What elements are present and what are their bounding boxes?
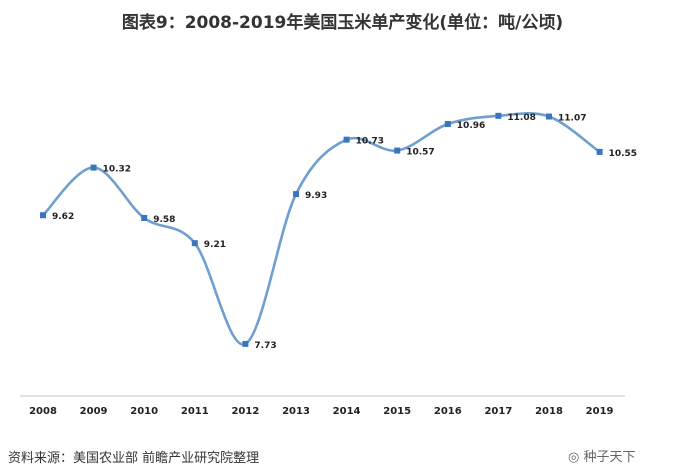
- data-point-2011: [191, 240, 198, 247]
- data-label-2016: 10.96: [457, 121, 485, 131]
- data-label-2014: 10.73: [356, 137, 384, 147]
- x-tick-label-2009: 2009: [80, 406, 108, 417]
- data-point-2015: [394, 147, 401, 154]
- x-tick-label-2011: 2011: [181, 406, 209, 417]
- data-label-2010: 9.58: [153, 215, 175, 225]
- x-tick-label-2014: 2014: [333, 406, 361, 417]
- data-point-2018: [546, 113, 552, 120]
- data-label-2008: 9.62: [52, 212, 74, 222]
- wechat-watermark: ◎ 种子天下: [568, 446, 636, 465]
- chart-title: 图表9：2008-2019年美国玉米单产变化(单位：吨/公顷): [121, 13, 564, 33]
- data-label-2013: 9.93: [305, 191, 327, 201]
- data-label-2012: 7.73: [254, 341, 276, 351]
- x-tick-label-2015: 2015: [383, 406, 411, 417]
- data-point-2009: [90, 164, 97, 171]
- x-tick-label-2019: 2019: [586, 406, 614, 417]
- x-tick-label-2016: 2016: [434, 406, 462, 417]
- series-line: [42, 112, 601, 346]
- series-group: 9.62 10.32 9.58 9.21 7.73 9.93 10.73 10.57 10.96…: [40, 112, 637, 351]
- data-point-2012: [242, 340, 249, 347]
- data-label-2011: 9.21: [204, 240, 226, 250]
- data-label-2019: 10.55: [609, 149, 637, 159]
- data-point-2014: [343, 136, 350, 143]
- wechat-icon: ◎: [568, 450, 580, 465]
- x-tick-label-2017: 2017: [484, 406, 512, 417]
- data-label-2009: 10.32: [103, 165, 131, 175]
- data-label-2017: 11.08: [507, 113, 535, 123]
- x-tick-label-2010: 2010: [130, 406, 158, 417]
- data-point-2016: [444, 121, 451, 127]
- data-point-2013: [293, 191, 299, 198]
- data-point-2008: [40, 212, 46, 219]
- source-note: 资料来源：美国农业部 前瞻产业研究院整理: [8, 451, 260, 466]
- data-point-2019: [596, 148, 603, 155]
- wechat-account: 种子天下: [583, 450, 636, 465]
- data-label-2015: 10.57: [406, 148, 434, 158]
- x-tick-label-2018: 2018: [535, 406, 563, 417]
- x-tick-labels: 2008 2009 2010 2011 2012 2013 2014 2015 2016 2017…: [29, 406, 613, 417]
- x-tick-label-2013: 2013: [282, 406, 310, 417]
- data-point-2017: [495, 112, 502, 119]
- x-tick-label-2008: 2008: [29, 406, 57, 417]
- data-label-2018: 11.07: [558, 114, 586, 124]
- data-point-2010: [141, 214, 148, 221]
- x-tick-label-2012: 2012: [231, 406, 259, 417]
